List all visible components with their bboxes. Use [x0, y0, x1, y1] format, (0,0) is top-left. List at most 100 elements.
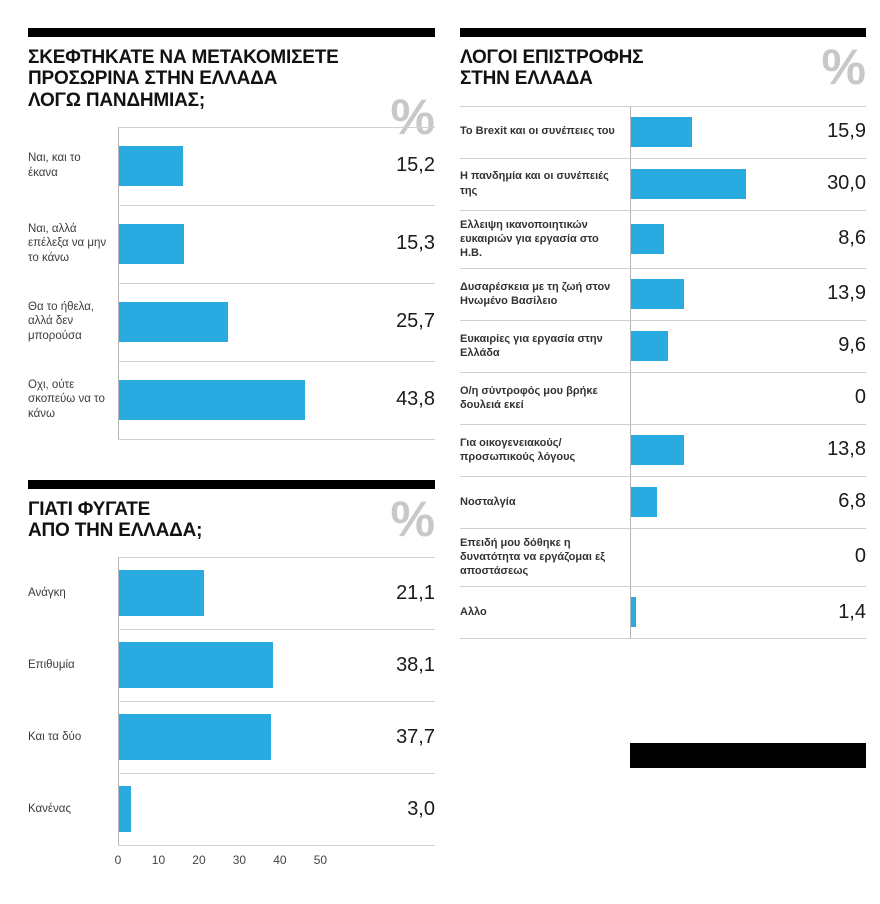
bar-track [630, 586, 800, 638]
bar-label: Ελλειψη ικανοποιητικών ευκαιριών για εργ… [460, 218, 599, 259]
bar-row: Η πανδημία και οι συνέπειές της 30,0 [460, 157, 866, 210]
chart-reasons-for-return: ΛΟΓΟΙ ΕΠΙΣΤΡΟΦΗΣ ΣΤΗΝ ΕΛΛΑΔΑ % Το Brexit… [460, 28, 866, 639]
bar-label: Και τα δύο [28, 730, 82, 743]
bar [631, 434, 684, 465]
x-tick: 30 [232, 853, 247, 868]
bar-row: Αλλο 1,4 [460, 586, 866, 638]
bar-label: Δυσαρέσκεια με τη ζωή στον Ηνωμένο Βασίλ… [460, 280, 611, 307]
chart-rows: Το Brexit και οι συνέπειες του 15,9 Η πανδ… [460, 105, 866, 639]
bar-label: Επειδή μου δόθηκε η δυνατότητα να εργάζο… [460, 536, 606, 577]
bar-label: Η πανδημία και οι συνέπειές της [460, 170, 609, 197]
footer-black-bar [630, 743, 866, 768]
x-tick: 40 [273, 853, 287, 868]
bar-row: Νοσταλγία 6,8 [460, 475, 866, 528]
bar-value: 38,1 [396, 653, 435, 676]
bar-row: Για οικογενειακούς/ προσωπικούς λόγους 13… [460, 423, 866, 476]
bar [119, 223, 184, 264]
bar-row: Το Brexit και οι συνέπειες του 15,9 [460, 105, 866, 158]
bar [631, 223, 665, 254]
bar-row: Ανάγκη 21,1 [28, 557, 435, 630]
header-rule [28, 479, 435, 489]
bar-label: Κανένας [28, 802, 71, 815]
bar-value: 3,0 [407, 797, 435, 820]
bar-value: 30,0 [827, 172, 866, 195]
bar-value: 9,6 [838, 334, 866, 357]
bar-track [118, 557, 369, 630]
x-tick: 10 [151, 853, 166, 868]
bar-label: Ο/η σύντροφός μου βρήκε δουλειά εκεί [460, 384, 598, 411]
bar-value: 13,8 [827, 438, 866, 461]
bar-row: Επιθυμία 38,1 [28, 629, 435, 702]
bar-track [118, 701, 369, 774]
chart-rows: Ανάγκη 21,1 Επιθυμία 38,1 Και τα δύο 37,7 Κανέ… [28, 557, 435, 846]
bar-track [630, 475, 800, 528]
bar-track [118, 360, 369, 439]
bar-label: Για οικογενειακούς/ προσωπικούς λόγους [460, 436, 576, 463]
x-tick: 0 [114, 853, 122, 868]
percent-sign: % [390, 89, 435, 145]
x-axis: 0 10 20 30 40 50 [114, 846, 369, 870]
bar-label: Νοσταλγία [460, 495, 516, 508]
bar-track [630, 527, 800, 586]
bar-value: 1,4 [838, 600, 866, 623]
bar-track [118, 204, 369, 283]
chart-why-left-greece: ΓΙΑΤΙ ΦΥΓΑΤΕ ΑΠΟ ΤΗΝ ΕΛΛΑΔΑ; % Ανάγκη 21,… [28, 479, 435, 871]
bar-value: 25,7 [396, 310, 435, 333]
bar [119, 145, 184, 186]
bar [119, 379, 305, 420]
bar-value: 13,9 [827, 282, 866, 305]
bar-label: Ανάγκη [28, 586, 66, 599]
bar-row: Ο/η σύντροφός μου βρήκε δουλειά εκεί 0 [460, 371, 866, 424]
bar-value: 15,3 [396, 232, 435, 255]
bar-value: 15,9 [827, 120, 866, 143]
bar [119, 642, 273, 689]
bar-value: 0 [854, 545, 866, 568]
bar-label: Οχι, ούτε σκοπεύω να το κάνω [28, 378, 105, 421]
bar-value: 37,7 [396, 725, 435, 748]
bar-row: Επειδή μου δόθηκε η δυνατότητα να εργάζο… [460, 527, 866, 586]
bar-row: Κανένας 3,0 [28, 773, 435, 846]
bar-track [630, 371, 800, 424]
header-rule [28, 28, 435, 37]
bar-track [118, 126, 369, 205]
chart-rows: Ναι, και το έκανα 15,2 Ναι, αλλά επέλεξα ν… [28, 126, 435, 440]
bar-row: Ναι, αλλά επέλεξα να μην το κάνω 15,3 [28, 204, 435, 283]
bar [631, 597, 637, 627]
bar-row: Ευκαιρίες για εργασία στην Ελλάδα 9,6 [460, 319, 866, 372]
chart-title: ΓΙΑΤΙ ΦΥΓΑΤΕ ΑΠΟ ΤΗΝ ΕΛΛΑΔΑ; [28, 498, 203, 542]
bar-label: Ναι, και το έκανα [28, 152, 81, 179]
bar-row: Ναι, και το έκανα 15,2 [28, 126, 435, 205]
bar-value: 0 [854, 386, 866, 409]
bar-track [630, 105, 800, 158]
bar [631, 168, 747, 199]
bar-value: 6,8 [838, 490, 866, 513]
bar-row: Θα το ήθελα, αλλά δεν μπορούσα 25,7 [28, 282, 435, 361]
bar-track [630, 423, 800, 476]
bar [631, 116, 693, 147]
header-rule [460, 28, 866, 37]
bar [119, 714, 272, 761]
bar [119, 301, 228, 342]
bar-value: 8,6 [838, 227, 866, 250]
chart-title: ΣΚΕΦΤΗΚΑΤΕ ΝΑ ΜΕΤΑΚΟΜΙΣΕΤΕ ΠΡΟΣΩΡΙΝΑ ΣΤΗ… [28, 47, 339, 111]
bar-row: Και τα δύο 37,7 [28, 701, 435, 774]
x-tick: 50 [313, 853, 328, 868]
bar [631, 278, 685, 309]
bar-track [630, 319, 800, 372]
bar-label: Επιθυμία [28, 658, 75, 671]
percent-sign: % [821, 39, 866, 95]
bar-label: Ναι, αλλά επέλεξα να μην το κάνω [28, 222, 107, 265]
bar-row: Ελλειψη ικανοποιητικών ευκαιριών για εργ… [460, 209, 866, 268]
bar-track [630, 267, 800, 320]
percent-sign: % [390, 490, 435, 547]
chart-pandemic-temporary-move: ΣΚΕΦΤΗΚΑΤΕ ΝΑ ΜΕΤΑΚΟΜΙΣΕΤΕ ΠΡΟΣΩΡΙΝΑ ΣΤΗ… [28, 28, 435, 440]
chart-title: ΛΟΓΟΙ ΕΠΙΣΤΡΟΦΗΣ ΣΤΗΝ ΕΛΛΑΔΑ [460, 47, 644, 90]
bar-value: 21,1 [396, 581, 435, 604]
right-column: ΛΟΓΟΙ ΕΠΙΣΤΡΟΦΗΣ ΣΤΗΝ ΕΛΛΑΔΑ % Το Brexit… [460, 28, 866, 768]
bar-track [630, 157, 800, 210]
bar-value: 15,2 [396, 154, 435, 177]
bar [631, 330, 668, 361]
bar-label: Το Brexit και οι συνέπειες του [460, 125, 615, 138]
bar-value: 43,8 [396, 388, 435, 411]
bar-label: Ευκαιρίες για εργασία στην Ελλάδα [460, 332, 603, 359]
